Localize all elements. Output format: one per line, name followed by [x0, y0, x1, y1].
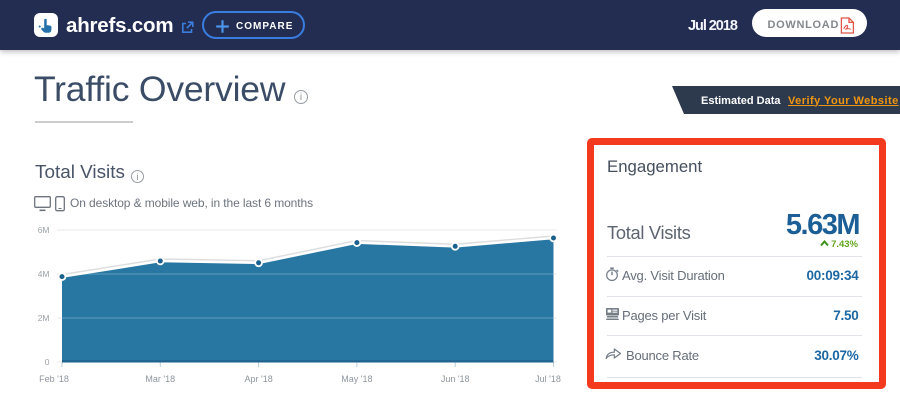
svg-text:0: 0 [45, 357, 50, 367]
svg-text:May '18: May '18 [341, 374, 372, 384]
svg-text:Apr '18: Apr '18 [244, 374, 272, 384]
svg-text:Jun '18: Jun '18 [441, 374, 470, 384]
svg-text:Feb '18: Feb '18 [39, 374, 69, 384]
svg-text:6M: 6M [38, 225, 50, 235]
svg-text:2M: 2M [38, 313, 50, 323]
svg-text:Mar '18: Mar '18 [145, 374, 175, 384]
svg-text:4M: 4M [38, 269, 50, 279]
svg-text:Jul '18: Jul '18 [535, 374, 561, 384]
